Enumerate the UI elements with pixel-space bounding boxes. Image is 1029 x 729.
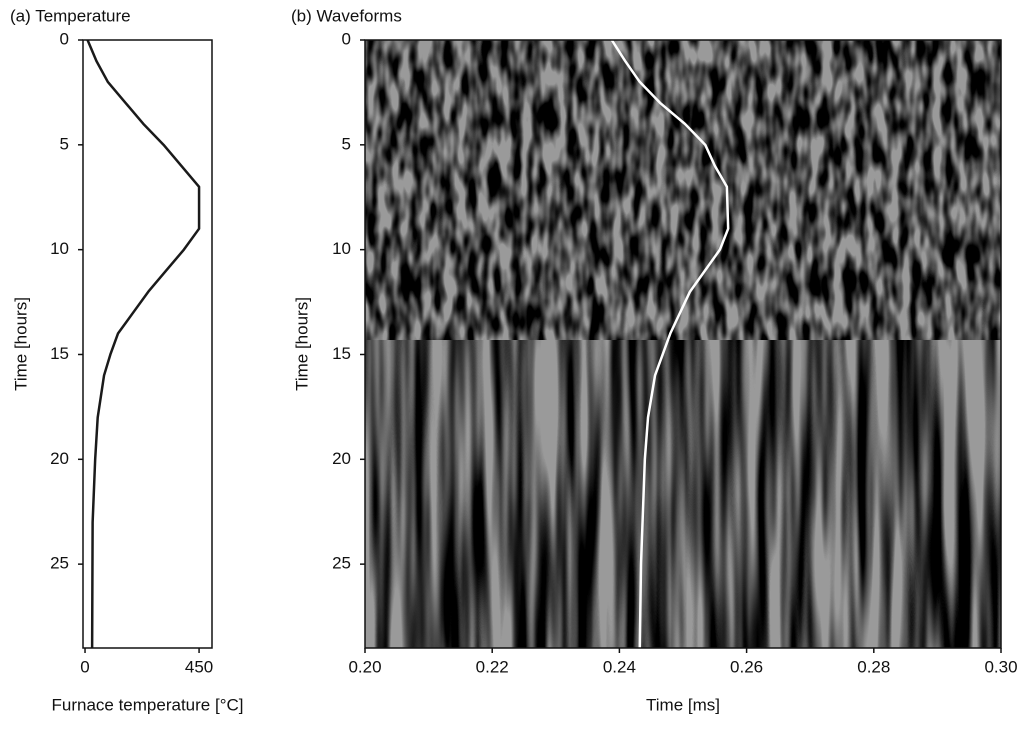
x-tick-label: 0 (80, 657, 89, 676)
y-axis-label: Time [hours] (11, 297, 30, 391)
y-tick-label: 10 (50, 239, 69, 258)
x-tick-label: 0.28 (857, 657, 890, 676)
waveform-texture (365, 340, 1001, 648)
y-tick-label: 20 (332, 449, 351, 468)
y-tick-label: 5 (342, 134, 351, 153)
data-line (610, 39, 730, 649)
x-tick-label: 450 (185, 657, 213, 676)
x-axis-label: Furnace temperature [°C] (52, 695, 244, 714)
y-tick-label: 25 (332, 554, 351, 573)
chart-title: (a) Temperature (10, 6, 131, 25)
x-tick-label: 0.26 (730, 657, 763, 676)
y-tick-label: 0 (342, 29, 351, 48)
x-tick-label: 0.30 (984, 657, 1017, 676)
y-axis-label: Time [hours] (292, 297, 311, 391)
y-tick-label: 20 (50, 449, 69, 468)
y-tick-label: 0 (60, 29, 69, 48)
y-tick-label: 5 (60, 134, 69, 153)
x-tick-label: 0.20 (348, 657, 381, 676)
data-line (86, 39, 201, 649)
plot-frame (364, 39, 1002, 649)
y-tick-label: 15 (332, 344, 351, 363)
waveform-texture (365, 40, 1001, 340)
waveform-image (365, 40, 1001, 648)
chart-title: (b) Waveforms (291, 6, 402, 25)
y-tick-label: 15 (50, 344, 69, 363)
y-tick-label: 25 (50, 554, 69, 573)
x-axis-label: Time [ms] (646, 695, 720, 714)
plot-frame (82, 39, 213, 649)
y-tick-label: 10 (332, 239, 351, 258)
x-tick-label: 0.24 (603, 657, 636, 676)
x-tick-label: 0.22 (476, 657, 509, 676)
